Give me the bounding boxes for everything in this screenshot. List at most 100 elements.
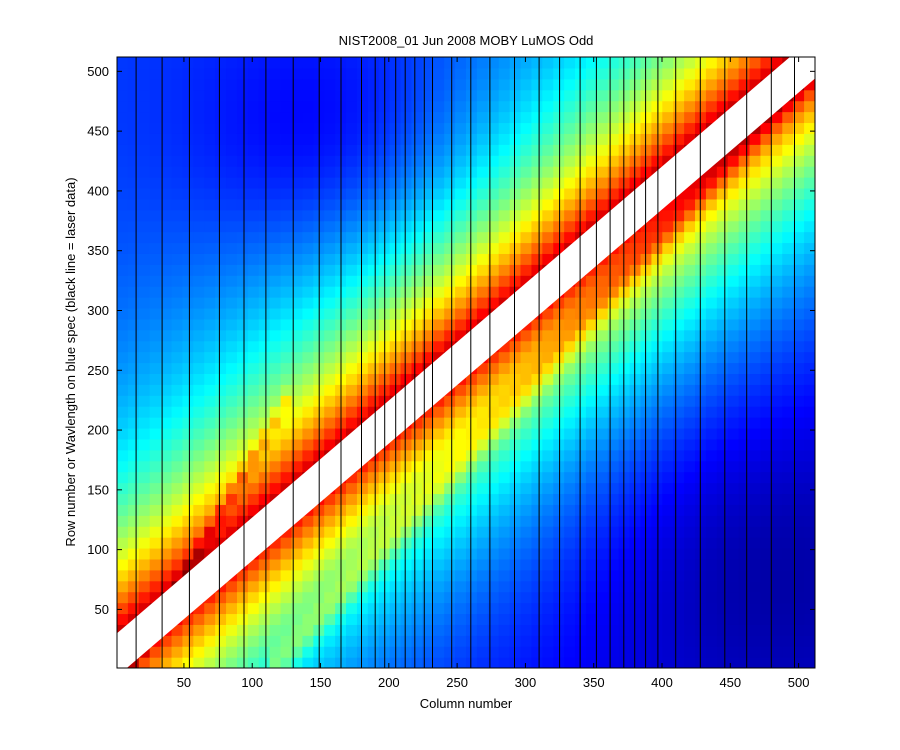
heatmap-cell	[531, 427, 543, 440]
heatmap-cell	[138, 78, 151, 91]
heatmap-cell	[738, 253, 751, 265]
heatmap-cell	[160, 504, 173, 516]
heatmap-cell	[466, 558, 478, 571]
heatmap-cell	[487, 89, 500, 102]
heatmap-cell	[498, 122, 511, 134]
heatmap-cell	[149, 78, 162, 91]
heatmap-cell	[269, 602, 282, 615]
heatmap-cell	[684, 253, 696, 265]
heatmap-cell	[182, 286, 194, 298]
heatmap-cell	[269, 318, 282, 331]
heatmap-cell	[367, 515, 380, 527]
heatmap-cell	[291, 242, 304, 254]
heatmap-cell	[716, 537, 729, 549]
heatmap-cell	[160, 580, 173, 593]
heatmap-cell	[302, 144, 314, 156]
heatmap-cell	[782, 351, 794, 364]
heatmap-cell	[422, 318, 434, 331]
heatmap-cell	[182, 275, 194, 287]
heatmap-cell	[575, 417, 587, 429]
heatmap-cell	[564, 122, 576, 134]
heatmap-cell	[127, 340, 140, 353]
heatmap-cell	[804, 166, 815, 178]
heatmap-cell	[127, 504, 140, 516]
heatmap-cell	[629, 493, 642, 505]
heatmap-cell	[607, 297, 620, 309]
heatmap-cell	[411, 220, 423, 233]
heatmap-cell	[618, 580, 631, 593]
heatmap-cell	[585, 646, 598, 658]
heatmap-cell	[673, 504, 685, 516]
heatmap-cell	[236, 493, 249, 505]
heatmap-cell	[585, 438, 598, 451]
heatmap-cell	[618, 569, 631, 582]
heatmap-cell	[575, 373, 587, 385]
heatmap-cell	[760, 57, 772, 69]
heatmap-cell	[291, 362, 304, 375]
heatmap-cell	[607, 264, 620, 276]
heatmap-cell	[564, 395, 576, 407]
heatmap-cell	[400, 329, 413, 342]
heatmap-cell	[793, 460, 805, 473]
heatmap-cell	[226, 471, 238, 484]
heatmap-cell	[662, 264, 674, 276]
heatmap-cell	[138, 504, 151, 516]
heatmap-cell	[782, 624, 794, 636]
heatmap-cell	[804, 144, 815, 156]
heatmap-cell	[705, 580, 718, 593]
heatmap-cell	[662, 406, 674, 418]
heatmap-cell	[302, 275, 314, 287]
heatmap-cell	[367, 602, 380, 615]
heatmap-cell	[771, 504, 783, 516]
heatmap-cell	[509, 133, 522, 145]
heatmap-cell	[149, 329, 162, 342]
heatmap-cell	[444, 340, 456, 353]
heatmap-cell	[804, 351, 815, 364]
heatmap-cell	[793, 569, 805, 582]
heatmap-cell	[618, 602, 631, 615]
heatmap-cell	[509, 427, 522, 440]
heatmap-cell	[684, 220, 696, 233]
heatmap-cell	[498, 482, 511, 495]
heatmap-cell	[771, 460, 783, 473]
heatmap-cell	[117, 417, 129, 429]
heatmap-cell	[564, 547, 576, 560]
heatmap-cell	[640, 624, 653, 636]
heatmap-cell	[607, 427, 620, 440]
heatmap-cell	[673, 242, 685, 254]
heatmap-cell	[487, 427, 500, 440]
heatmap-cell	[117, 318, 129, 331]
heatmap-cell	[738, 373, 751, 385]
heatmap-cell	[782, 569, 794, 582]
heatmap-cell	[444, 427, 456, 440]
heatmap-cell	[640, 122, 653, 134]
heatmap-cell	[291, 537, 304, 549]
heatmap-cell	[236, 395, 249, 407]
heatmap-cell	[575, 329, 587, 342]
heatmap-cell	[782, 307, 794, 320]
heatmap-cell	[509, 187, 522, 200]
heatmap-cell	[531, 384, 543, 396]
heatmap-cell	[193, 438, 205, 451]
heatmap-cell	[651, 373, 663, 385]
heatmap-cell	[182, 209, 194, 222]
heatmap-cell	[138, 286, 151, 298]
heatmap-cell	[117, 569, 129, 582]
heatmap-cell	[498, 187, 511, 200]
heatmap-cell	[585, 624, 598, 636]
heatmap-cell	[585, 187, 598, 200]
heatmap-cell	[640, 318, 653, 331]
heatmap-cell	[117, 526, 129, 538]
heatmap-cell	[662, 526, 674, 538]
heatmap-cell	[476, 537, 489, 549]
heatmap-cell	[640, 78, 653, 91]
heatmap-cell	[117, 57, 129, 69]
heatmap-cell	[487, 253, 500, 265]
heatmap-cell	[182, 144, 194, 156]
heatmap-cell	[182, 166, 194, 178]
heatmap-cell	[291, 340, 304, 353]
heatmap-cell	[204, 329, 216, 342]
heatmap-cell	[629, 78, 642, 91]
heatmap-cell	[793, 657, 805, 668]
heatmap-cell	[138, 253, 151, 265]
